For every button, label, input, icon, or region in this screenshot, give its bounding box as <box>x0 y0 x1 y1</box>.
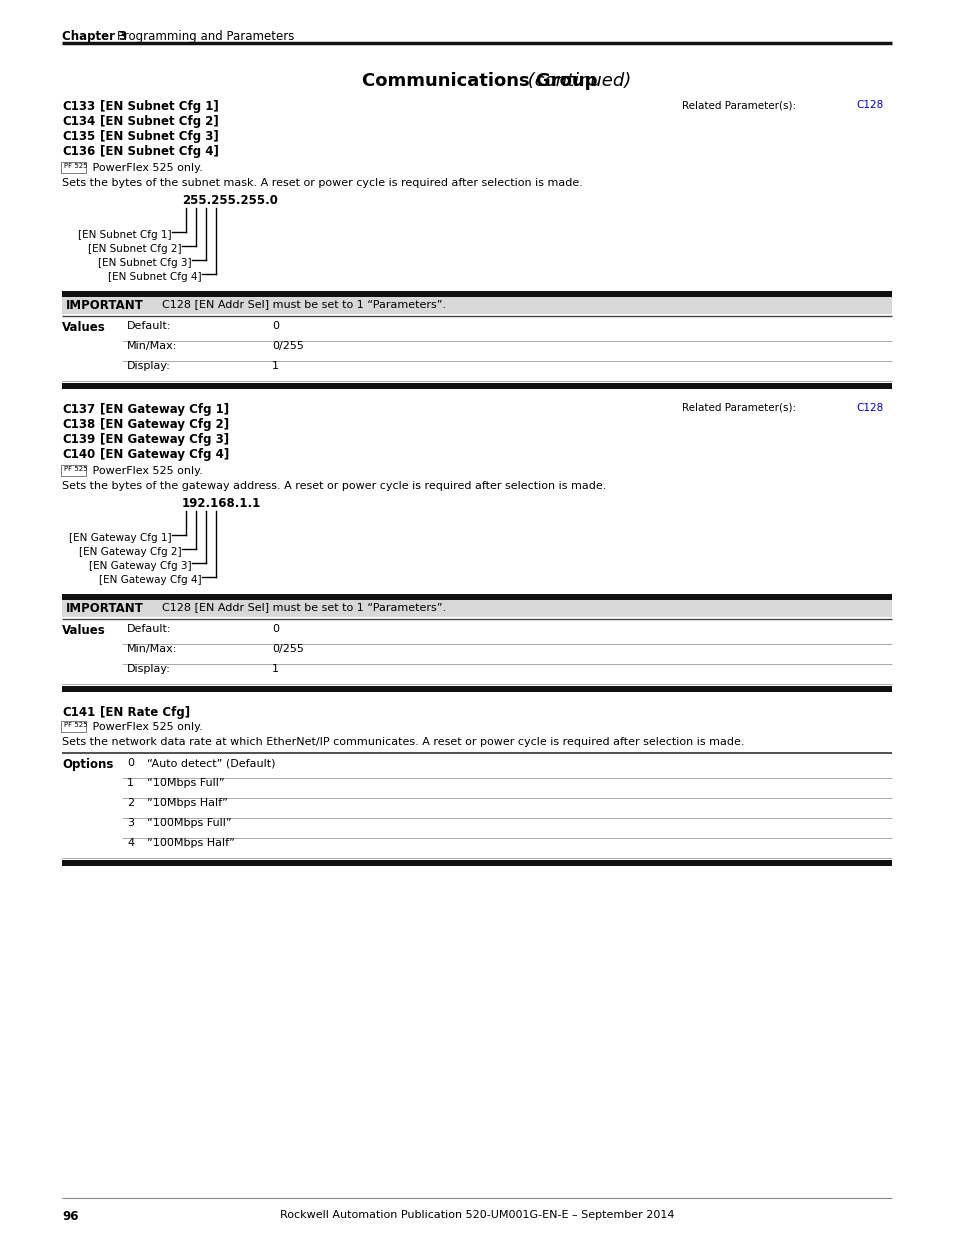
Bar <box>62 860 891 866</box>
Text: C137: C137 <box>62 403 95 416</box>
Text: C140: C140 <box>62 448 95 461</box>
Text: [EN Gateway Cfg 4]: [EN Gateway Cfg 4] <box>99 576 202 585</box>
Text: Programming and Parameters: Programming and Parameters <box>117 30 294 43</box>
Text: Options: Options <box>62 758 113 771</box>
FancyBboxPatch shape <box>61 720 87 731</box>
Text: 0: 0 <box>272 624 278 634</box>
Bar <box>62 383 891 389</box>
Text: Sets the bytes of the subnet mask. A reset or power cycle is required after sele: Sets the bytes of the subnet mask. A res… <box>62 178 582 188</box>
Text: 192.168.1.1: 192.168.1.1 <box>182 496 261 510</box>
Text: PF 525: PF 525 <box>64 163 88 169</box>
Text: [EN Gateway Cfg 2]: [EN Gateway Cfg 2] <box>79 547 182 557</box>
Text: 96: 96 <box>62 1210 78 1223</box>
Text: C139: C139 <box>62 433 95 446</box>
Bar <box>62 296 891 314</box>
Text: [EN Subnet Cfg 2]: [EN Subnet Cfg 2] <box>89 245 182 254</box>
Text: “Auto detect” (Default): “Auto detect” (Default) <box>147 758 275 768</box>
Bar <box>62 600 891 618</box>
Text: IMPORTANT: IMPORTANT <box>66 601 144 615</box>
Text: Chapter 3: Chapter 3 <box>62 30 127 43</box>
Text: C133: C133 <box>62 100 95 112</box>
Text: Display:: Display: <box>127 361 171 370</box>
Text: “100Mbps Full”: “100Mbps Full” <box>147 818 232 827</box>
Text: Communications Group: Communications Group <box>361 72 597 90</box>
Text: IMPORTANT: IMPORTANT <box>66 299 144 312</box>
Text: C128 [EN Addr Sel] must be set to 1 “Parameters”.: C128 [EN Addr Sel] must be set to 1 “Par… <box>162 299 446 309</box>
Text: Min/Max:: Min/Max: <box>127 341 177 351</box>
FancyBboxPatch shape <box>61 464 87 475</box>
Bar <box>62 685 891 692</box>
Text: [EN Gateway Cfg 1]: [EN Gateway Cfg 1] <box>70 534 172 543</box>
FancyBboxPatch shape <box>61 162 87 173</box>
Text: [EN Subnet Cfg 1]: [EN Subnet Cfg 1] <box>78 230 172 240</box>
Text: Default:: Default: <box>127 321 172 331</box>
Text: [EN Gateway Cfg 4]: [EN Gateway Cfg 4] <box>100 448 229 461</box>
Text: 4: 4 <box>127 839 134 848</box>
Text: [EN Subnet Cfg 3]: [EN Subnet Cfg 3] <box>100 130 218 143</box>
Text: Display:: Display: <box>127 664 171 674</box>
Text: Rockwell Automation Publication 520-UM001G-EN-E – September 2014: Rockwell Automation Publication 520-UM00… <box>279 1210 674 1220</box>
Text: Values: Values <box>62 624 106 637</box>
Text: 1: 1 <box>272 361 278 370</box>
Text: 0/255: 0/255 <box>272 643 304 655</box>
Text: 0: 0 <box>272 321 278 331</box>
Text: C136: C136 <box>62 144 95 158</box>
Text: C128: C128 <box>855 100 882 110</box>
Text: Sets the network data rate at which EtherNet/IP communicates. A reset or power c: Sets the network data rate at which Ethe… <box>62 737 743 747</box>
Text: 1: 1 <box>127 778 133 788</box>
Text: C134: C134 <box>62 115 95 128</box>
Text: 0/255: 0/255 <box>272 341 304 351</box>
Text: Values: Values <box>62 321 106 333</box>
Text: [EN Gateway Cfg 2]: [EN Gateway Cfg 2] <box>100 417 229 431</box>
Text: PowerFlex 525 only.: PowerFlex 525 only. <box>89 722 203 732</box>
Text: C138: C138 <box>62 417 95 431</box>
Text: [EN Rate Cfg]: [EN Rate Cfg] <box>100 706 190 719</box>
Text: 0: 0 <box>127 758 133 768</box>
Text: PF 525: PF 525 <box>64 722 88 727</box>
Text: C135: C135 <box>62 130 95 143</box>
Text: 2: 2 <box>127 798 134 808</box>
Text: [EN Gateway Cfg 3]: [EN Gateway Cfg 3] <box>100 433 229 446</box>
Text: Default:: Default: <box>127 624 172 634</box>
Text: 255.255.255.0: 255.255.255.0 <box>182 194 277 207</box>
Text: [EN Subnet Cfg 4]: [EN Subnet Cfg 4] <box>109 272 202 282</box>
Text: [EN Subnet Cfg 3]: [EN Subnet Cfg 3] <box>98 258 192 268</box>
Text: PowerFlex 525 only.: PowerFlex 525 only. <box>89 163 203 173</box>
Text: (continued): (continued) <box>521 72 631 90</box>
Text: Related Parameter(s):: Related Parameter(s): <box>681 100 796 110</box>
Text: [EN Subnet Cfg 4]: [EN Subnet Cfg 4] <box>100 144 218 158</box>
Text: “100Mbps Half”: “100Mbps Half” <box>147 839 234 848</box>
Text: “10Mbps Full”: “10Mbps Full” <box>147 778 224 788</box>
Text: Min/Max:: Min/Max: <box>127 643 177 655</box>
Text: Sets the bytes of the gateway address. A reset or power cycle is required after : Sets the bytes of the gateway address. A… <box>62 480 606 492</box>
Text: [EN Subnet Cfg 2]: [EN Subnet Cfg 2] <box>100 115 218 128</box>
Text: “10Mbps Half”: “10Mbps Half” <box>147 798 228 808</box>
Text: 1: 1 <box>272 664 278 674</box>
Text: C128 [EN Addr Sel] must be set to 1 “Parameters”.: C128 [EN Addr Sel] must be set to 1 “Par… <box>162 601 446 613</box>
Bar <box>62 291 891 296</box>
Text: [EN Gateway Cfg 1]: [EN Gateway Cfg 1] <box>100 403 229 416</box>
Text: [EN Subnet Cfg 1]: [EN Subnet Cfg 1] <box>100 100 218 112</box>
Text: 3: 3 <box>127 818 133 827</box>
Text: PowerFlex 525 only.: PowerFlex 525 only. <box>89 466 203 475</box>
Text: C128: C128 <box>855 403 882 412</box>
Text: [EN Gateway Cfg 3]: [EN Gateway Cfg 3] <box>90 561 192 571</box>
Text: C141: C141 <box>62 706 95 719</box>
Bar <box>62 594 891 600</box>
Text: PF 525: PF 525 <box>64 466 88 472</box>
Text: Related Parameter(s):: Related Parameter(s): <box>681 403 796 412</box>
